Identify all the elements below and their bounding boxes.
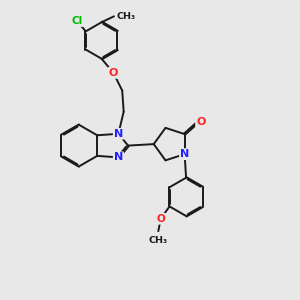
Text: N: N (114, 152, 123, 162)
Text: CH₃: CH₃ (149, 236, 168, 245)
Text: O: O (156, 214, 165, 224)
Text: O: O (109, 68, 118, 78)
Text: N: N (180, 149, 189, 159)
Text: O: O (196, 117, 206, 127)
Text: CH₃: CH₃ (117, 12, 136, 21)
Text: N: N (114, 129, 123, 139)
Text: Cl: Cl (71, 16, 82, 26)
